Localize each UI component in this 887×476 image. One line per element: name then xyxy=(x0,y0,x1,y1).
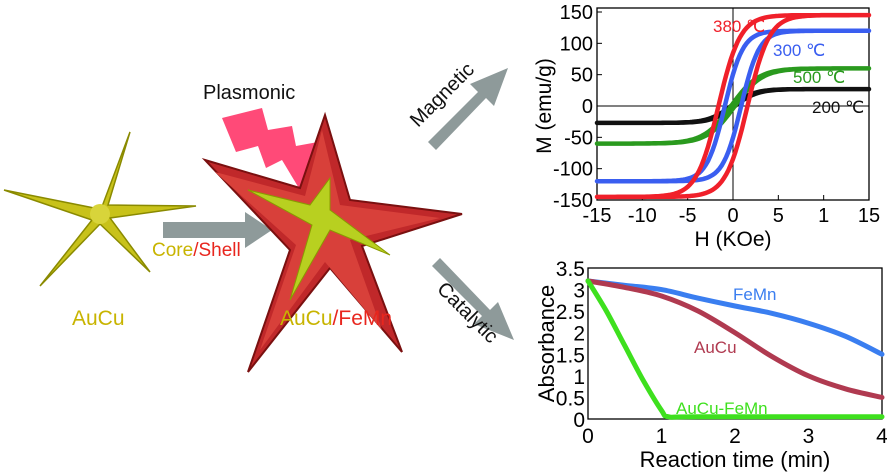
plasmonic-label: Plasmonic xyxy=(203,82,295,104)
aucu-star xyxy=(3,131,197,287)
series-label: 500 ℃ xyxy=(793,68,845,87)
aucu-label: AuCu xyxy=(72,307,125,330)
x-tick-label: 15 xyxy=(858,205,880,227)
y-tick-label: -50 xyxy=(564,127,593,149)
series-line xyxy=(594,28,872,184)
x-tick-label: -15 xyxy=(583,205,612,227)
y-tick-label: 3.5 xyxy=(556,258,585,281)
series-label: AuCu xyxy=(694,338,737,357)
x-tick-label: 1 xyxy=(818,205,829,227)
y-tick-label: 1.5 xyxy=(556,344,585,367)
series-label: 300 ℃ xyxy=(773,41,825,60)
x-tick-label: 5 xyxy=(773,205,784,227)
x-tick-label: -5 xyxy=(679,205,697,227)
series-line xyxy=(594,12,872,200)
core-shell-arrow xyxy=(163,212,272,248)
series-label: 200 ℃ xyxy=(812,98,864,117)
x-axis-label: H (KOe) xyxy=(694,228,771,251)
y-axis-label: Absorbance xyxy=(534,285,559,402)
series-line xyxy=(594,66,872,146)
y-tick-label: 150 xyxy=(560,2,593,24)
x-tick-label: 0 xyxy=(582,425,594,448)
x-tick-label: 1 xyxy=(656,425,668,448)
aucu-femn-label: AuCu/FeMn xyxy=(280,307,392,330)
catalytic-arrow xyxy=(432,258,514,340)
series-label: 380 ℃ xyxy=(713,17,765,36)
series-line xyxy=(585,278,885,400)
y-tick-label: 3 xyxy=(573,280,585,303)
y-tick-label: 1 xyxy=(573,366,585,389)
y-tick-label: -100 xyxy=(553,159,593,181)
y-tick-label: -150 xyxy=(553,190,593,212)
series-label: AuCu-FeMn xyxy=(676,399,768,418)
series-line xyxy=(585,278,885,420)
y-tick-label: 100 xyxy=(560,33,593,55)
magnetic-arrow xyxy=(428,68,508,150)
series-label: FeMn xyxy=(733,285,776,304)
y-tick-label: 2 xyxy=(573,323,585,346)
y-tick-label: 2.5 xyxy=(556,301,585,324)
x-tick-label: 0 xyxy=(727,205,738,227)
x-tick-label: 4 xyxy=(876,425,887,448)
x-tick-label: -10 xyxy=(628,205,657,227)
y-tick-label: 0 xyxy=(573,409,585,432)
aucu-femn-star xyxy=(201,111,463,373)
x-tick-label: 3 xyxy=(803,425,815,448)
y-tick-label: 0.5 xyxy=(556,387,585,410)
magnetic-label: Magnetic xyxy=(406,59,479,132)
series-line xyxy=(585,278,885,357)
y-axis-label: M (emu/g) xyxy=(533,58,556,154)
lightning-icon xyxy=(222,108,318,190)
y-tick-label: 50 xyxy=(571,65,593,87)
y-tick-label: 0 xyxy=(582,96,593,118)
core-shell-label: Core/Shell xyxy=(152,240,241,261)
x-tick-label: 2 xyxy=(729,425,741,448)
x-axis-label: Reaction time (min) xyxy=(640,447,831,472)
